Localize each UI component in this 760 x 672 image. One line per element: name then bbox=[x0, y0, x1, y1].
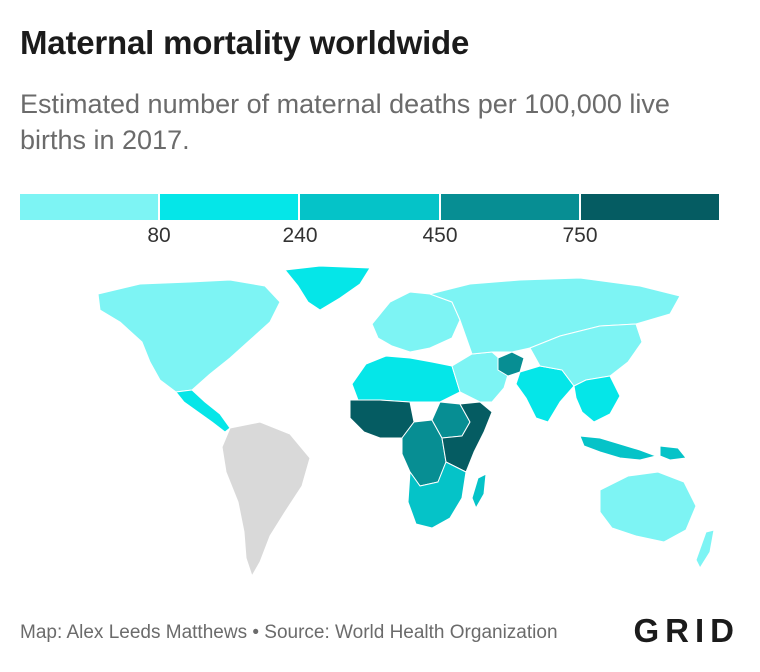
grid-logo: GRID bbox=[633, 612, 740, 649]
source-credit: Map: Alex Leeds Matthews • Source: World… bbox=[20, 622, 558, 643]
region-madagascar[interactable] bbox=[471, 473, 487, 509]
legend-tick-1: 80 bbox=[147, 224, 171, 247]
region-australia[interactable] bbox=[599, 471, 697, 543]
legend-swatch-1 bbox=[20, 194, 159, 220]
world-map bbox=[97, 265, 715, 577]
chart-subtitle: Estimated number of maternal deaths per … bbox=[20, 89, 670, 155]
legend-swatch-2 bbox=[158, 194, 299, 220]
region-europe[interactable] bbox=[371, 291, 461, 353]
region-southeast-asia[interactable] bbox=[573, 375, 621, 423]
legend-swatch-4 bbox=[438, 194, 579, 220]
region-north-america[interactable] bbox=[97, 279, 281, 393]
legend-tick-2: 240 bbox=[282, 224, 318, 247]
color-legend bbox=[20, 194, 720, 220]
legend-swatch-3 bbox=[298, 194, 439, 220]
legend-ticks: 80 240 450 750 bbox=[20, 224, 719, 250]
legend-tick-4: 750 bbox=[562, 224, 598, 247]
region-new-zealand[interactable] bbox=[695, 529, 715, 569]
region-south-america[interactable] bbox=[221, 421, 311, 577]
region-central-america[interactable] bbox=[175, 389, 231, 433]
region-greenland bbox=[284, 265, 371, 311]
region-southern-africa[interactable] bbox=[407, 461, 467, 529]
legend-swatch-5 bbox=[578, 194, 720, 220]
legend-tick-3: 450 bbox=[422, 224, 458, 247]
region-west-africa[interactable] bbox=[349, 399, 415, 439]
region-indonesia[interactable] bbox=[579, 435, 657, 461]
region-papua-new-guinea[interactable] bbox=[659, 445, 687, 461]
region-north-africa[interactable] bbox=[351, 355, 461, 403]
chart-title: Maternal mortality worldwide bbox=[20, 24, 470, 61]
